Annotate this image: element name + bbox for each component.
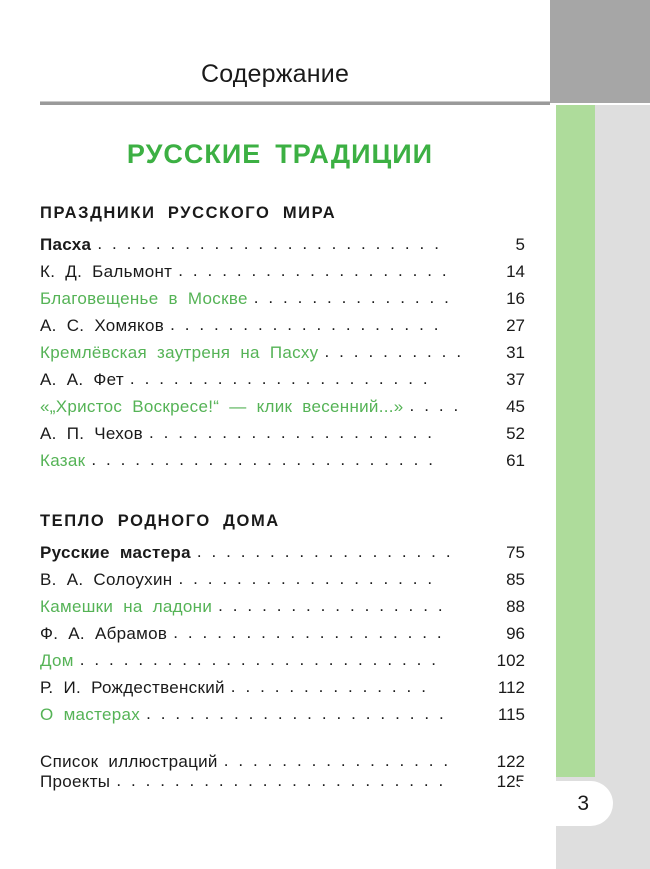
toc-entry-page-number: 27 <box>506 316 525 335</box>
toc-entry-label: Русские мастера <box>40 543 191 562</box>
toc-entry-leader-dots: . . . . . . . . . . . . . . <box>253 288 452 307</box>
toc-entry-label: Кремлёвская заутреня на Пасху <box>40 343 319 362</box>
toc-entry-label: А. П. Чехов <box>40 424 144 443</box>
toc-entry[interactable]: Ф. А. Абрамов . . . . . . . . . . . . . .… <box>40 623 525 651</box>
toc-entry-leader-dots: . . . . . . . . . . . . . . . . <box>223 751 451 770</box>
toc-entry[interactable]: Дом . . . . . . . . . . . . . . . . . . .… <box>40 650 525 678</box>
toc-entry-page-number: 14 <box>506 262 525 281</box>
part-title: РУССКИЕ ТРАДИЦИИ <box>40 139 520 170</box>
toc-entry-label: Казак <box>40 451 86 470</box>
toc-entry-label: Р. И. Рождественский <box>40 678 225 697</box>
table-of-contents: ПРАЗДНИКИ РУССКОГО МИРА Пасха . . . . . . … <box>40 204 525 799</box>
toc-entry[interactable]: «„Христос Воскресе!“ — клик весенний...»… <box>40 396 525 424</box>
toc-entry[interactable]: Пасха . . . . . . . . . . . . . . . . . .… <box>40 234 525 262</box>
toc-entry[interactable]: О мастерах . . . . . . . . . . . . . . . … <box>40 704 525 732</box>
edge-decoration-green-bar <box>556 105 595 777</box>
toc-entry-page-number: 96 <box>506 624 525 643</box>
toc-entry[interactable]: Русские мастера . . . . . . . . . . . . .… <box>40 542 525 570</box>
toc-entry-leader-dots: . . . . . . . . . . . . . . . . <box>218 596 446 615</box>
toc-entry-label: Пасха <box>40 235 92 254</box>
toc-entry-label: А. С. Хомяков <box>40 316 165 335</box>
toc-entry-page-number: 45 <box>506 397 525 416</box>
toc-entry-label: Камешки на ладони <box>40 597 213 616</box>
toc-entry-page-number: 31 <box>506 343 525 362</box>
part-title-word-1: РУССКИЕ <box>126 139 262 169</box>
edge-decoration-light-band <box>595 105 650 869</box>
toc-entry[interactable]: Камешки на ладони . . . . . . . . . . . .… <box>40 596 525 624</box>
edge-decoration-gray-top <box>550 0 650 103</box>
toc-entry-label: «„Христос Воскресе!“ — клик весенний...» <box>40 397 404 416</box>
toc-entry-label: В. А. Солоухин <box>40 570 173 589</box>
toc-entry[interactable]: К. Д. Бальмонт . . . . . . . . . . . . . … <box>40 261 525 289</box>
toc-entry-leader-dots: . . . . . . . . . . . . . . . . . . <box>196 542 454 561</box>
toc-entry[interactable]: Благовещенье в Москве . . . . . . . . . .… <box>40 288 525 316</box>
toc-entry-page-number: 52 <box>506 424 525 443</box>
toc-entry-leader-dots: . . . . . . . . . . . . . . . . . . . <box>178 261 450 280</box>
toc-entry[interactable]: А. П. Чехов . . . . . . . . . . . . . . .… <box>40 423 525 451</box>
toc-entry-page-number: 88 <box>506 597 525 616</box>
toc-entry[interactable]: В. А. Солоухин . . . . . . . . . . . . . … <box>40 569 525 597</box>
toc-entry-label: Дом <box>40 651 74 670</box>
toc-entry-label: Проекты <box>40 772 111 791</box>
toc-entry-leader-dots: . . . . . . . . . . . . . . . . . . . <box>173 623 445 642</box>
toc-entry-leader-dots: . . . . . . . . . . . . . . . . . . . <box>170 315 442 334</box>
toc-entry[interactable]: Проекты . . . . . . . . . . . . . . . . .… <box>40 771 525 799</box>
part-title-word-2: ТРАДИЦИИ <box>275 139 434 169</box>
toc-entry[interactable]: Р. И. Рождественский . . . . . . . . . . … <box>40 677 525 705</box>
toc-entry-page-number: 102 <box>496 651 525 670</box>
page-number-value: 3 <box>577 792 589 815</box>
toc-entry-page-number: 75 <box>506 543 525 562</box>
page-title: Содержание <box>200 60 350 88</box>
toc-entry-label: О мастерах <box>40 705 141 724</box>
header-divider <box>40 101 550 105</box>
toc-entry-leader-dots: . . . . . . . . . . . . . . <box>230 677 429 696</box>
toc-entry-page-number: 85 <box>506 570 525 589</box>
toc-entry-leader-dots: . . . . . . . . . . . . . . . . . . <box>178 569 435 588</box>
toc-entry-page-number: 122 <box>496 752 525 771</box>
toc-entry[interactable]: Казак . . . . . . . . . . . . . . . . . .… <box>40 450 525 478</box>
toc-section-heading: ПРАЗДНИКИ РУССКОГО МИРА <box>40 204 337 222</box>
toc-entry[interactable]: Список иллюстраций . . . . . . . . . . . … <box>40 732 525 772</box>
toc-entry-leader-dots: . . . . . . . . . . . . . . . . . . . . <box>149 423 435 442</box>
toc-entry-page-number: 112 <box>497 678 525 697</box>
page-number-badge: 3 <box>520 781 613 826</box>
toc-entry[interactable]: Кремлёвская заутреня на Пасху . . . . . .… <box>40 342 525 370</box>
toc-entry-leader-dots: . . . . . . . . . . <box>324 342 464 361</box>
toc-entry-leader-dots: . . . . <box>409 396 461 415</box>
toc-entry-page-number: 37 <box>506 370 525 389</box>
toc-entry-leader-dots: . . . . . . . . . . . . . . . . . . . . … <box>129 369 431 388</box>
toc-entry-label: А. А. Фет <box>40 370 124 389</box>
toc-entry[interactable]: А. А. Фет . . . . . . . . . . . . . . . .… <box>40 369 525 397</box>
toc-entry-leader-dots: . . . . . . . . . . . . . . . . . . . . … <box>116 771 446 790</box>
toc-entry-label: Благовещенье в Москве <box>40 289 248 308</box>
toc-entry-page-number: 125 <box>496 772 525 791</box>
toc-entry-leader-dots: . . . . . . . . . . . . . . . . . . . . … <box>91 450 436 469</box>
toc-entry-page-number: 16 <box>506 289 525 308</box>
toc-entry-label: К. Д. Бальмонт <box>40 262 173 281</box>
toc-entry-page-number: 115 <box>497 705 525 724</box>
toc-entry-label: Список иллюстраций <box>40 752 218 771</box>
toc-entry-page-number: 61 <box>506 451 525 470</box>
toc-entry-leader-dots: . . . . . . . . . . . . . . . . . . . . … <box>79 650 439 669</box>
toc-entry-leader-dots: . . . . . . . . . . . . . . . . . . . . … <box>146 704 447 723</box>
toc-entry[interactable]: А. С. Хомяков . . . . . . . . . . . . . .… <box>40 315 525 343</box>
toc-section-heading: ТЕПЛО РОДНОГО ДОМА <box>40 512 280 530</box>
toc-entry-page-number: 5 <box>515 235 525 254</box>
toc-entry-leader-dots: . . . . . . . . . . . . . . . . . . . . … <box>97 234 442 253</box>
toc-entry-label: Ф. А. Абрамов <box>40 624 168 643</box>
